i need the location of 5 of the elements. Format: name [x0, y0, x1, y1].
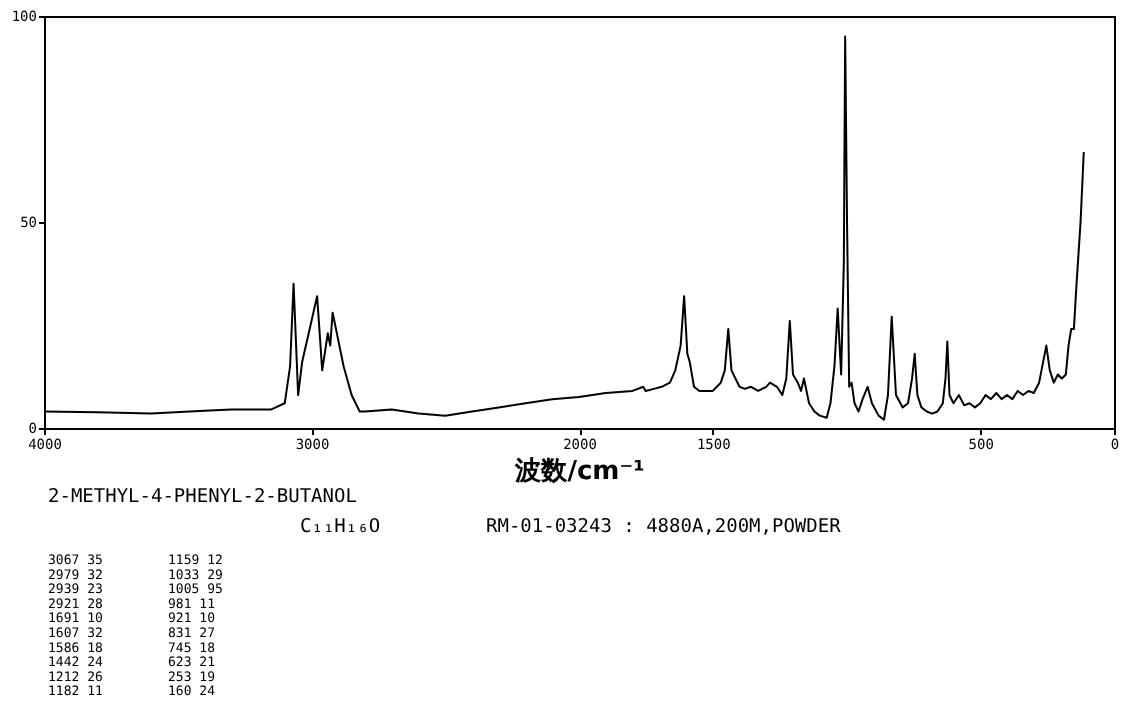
line-series: [43, 35, 1085, 421]
text: C₁₁H₁₆O: [300, 516, 381, 538]
text: RM-01-03243 : 4880A,200M,POWDER: [486, 516, 842, 538]
x-axis-title: 波数/cm⁻¹: [513, 457, 645, 487]
text: 2-METHYL-4-PHENYL-2-BUTANOL: [48, 486, 358, 508]
